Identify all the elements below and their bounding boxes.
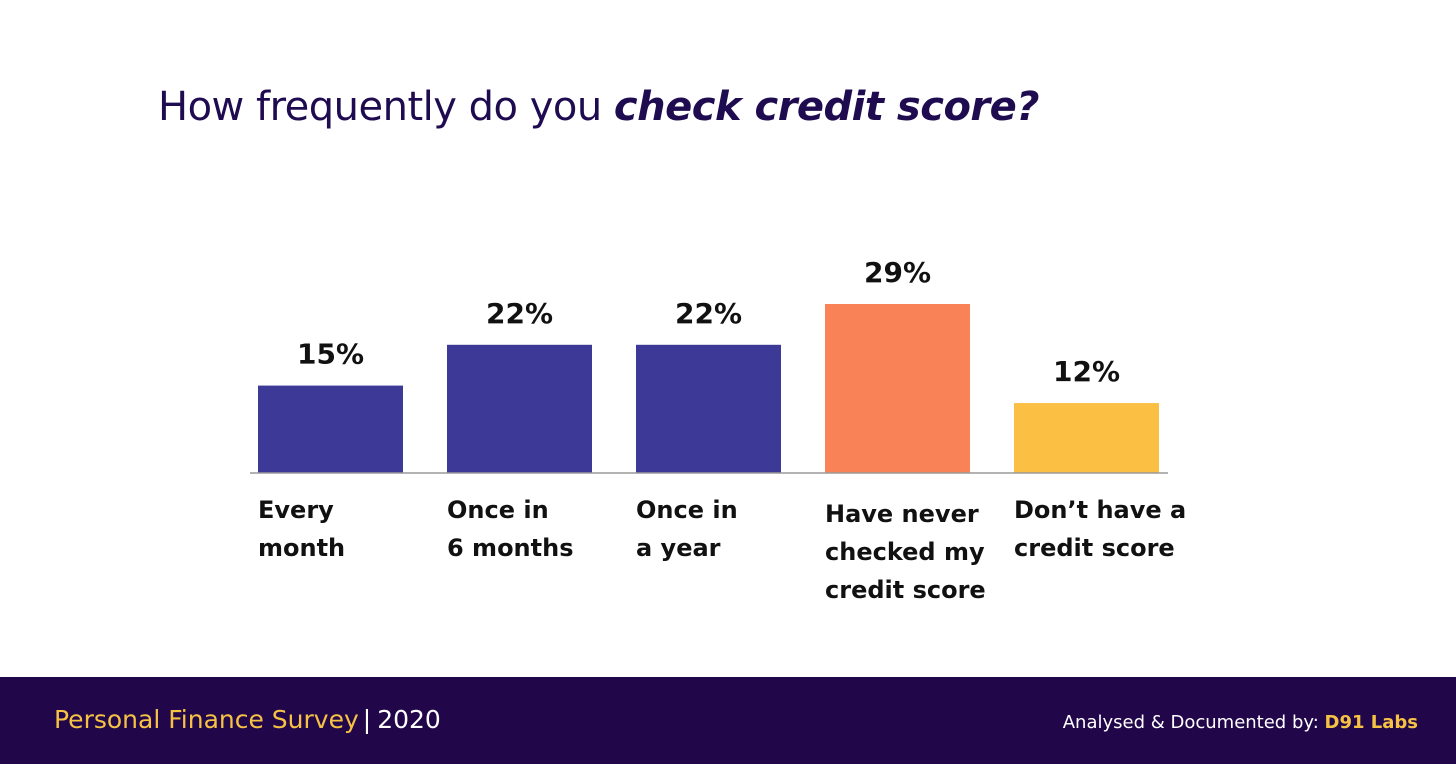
chart-title: How frequently do you check credit score… [158,84,1040,130]
credit-brand: D91 Labs [1324,712,1418,733]
bar-4 [825,304,970,473]
category-label-1: Every month [258,496,345,562]
bar-3 [636,344,781,473]
survey-label: Personal Finance Survey | 2020 [54,705,441,734]
bar-chart: 15% Every month 22% Once in 6 months 22% Once i… [250,256,1186,604]
category-label-5: Don’t have a credit score [1014,496,1186,562]
value-label-1: 15% [297,338,364,371]
bar-1 [258,385,403,473]
title-emphasis: check credit score? [613,84,1040,130]
survey-name: Personal Finance Survey [54,705,359,734]
bar-5 [1014,403,1159,473]
bar-2 [447,344,592,473]
credit-label: Analysed & Documented by: D91 Labs [1063,712,1418,733]
title-plain: How frequently do you [158,84,614,130]
category-label-2: Once in 6 months [447,496,573,562]
category-label-3: Once in a year [636,496,738,562]
value-label-5: 12% [1053,355,1120,388]
footer-separator: | [362,705,372,734]
credit-prefix: Analysed & Documented by: [1062,712,1325,733]
value-label-2: 22% [486,297,553,330]
value-label-3: 22% [675,297,742,330]
footer-bar: Personal Finance Survey | 2020 Analysed & … [0,677,1456,764]
category-label-4: Have never checked my credit score [825,500,986,604]
survey-year: 2020 [377,705,441,734]
value-label-4: 29% [864,256,931,289]
